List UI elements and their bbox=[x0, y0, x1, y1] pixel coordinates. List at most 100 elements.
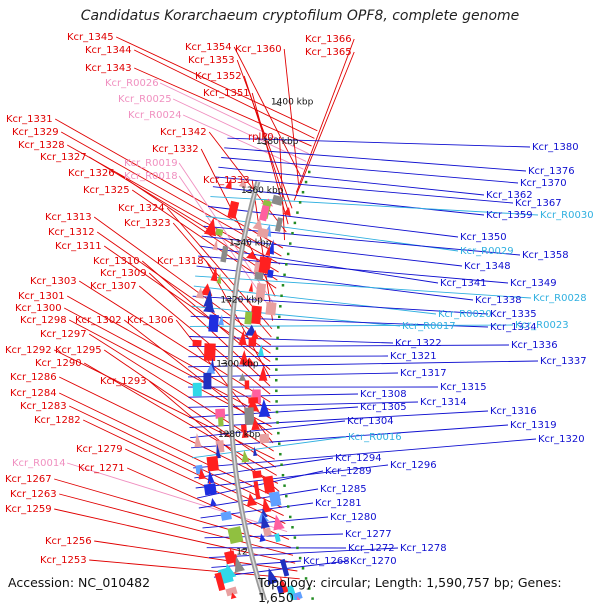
gene-label: Kcr_1343 bbox=[85, 63, 132, 74]
gene-block bbox=[208, 315, 219, 333]
tick-dot bbox=[287, 505, 290, 508]
gene-block bbox=[248, 337, 256, 346]
gene-label: Kcr_R0018 bbox=[124, 171, 178, 182]
gene-block bbox=[225, 587, 237, 597]
gene-label: Kcr_1309 bbox=[100, 268, 147, 279]
gene-block bbox=[193, 383, 202, 396]
gene-label: Kcr_1370 bbox=[520, 178, 567, 189]
gene-label: Kcr_R0014 bbox=[12, 458, 66, 469]
gene-label: Kcr_1327 bbox=[40, 152, 87, 163]
tick-dot bbox=[276, 411, 279, 414]
tick-dot bbox=[302, 567, 305, 570]
gene-arrow bbox=[252, 446, 257, 456]
gene-label: Kcr_1297 bbox=[40, 329, 87, 340]
gene-label: Kcr_1316 bbox=[490, 406, 537, 417]
gene-label: Kcr_1338 bbox=[475, 295, 522, 306]
gene-label: Kcr_1333 bbox=[203, 175, 250, 186]
gene-block bbox=[207, 456, 219, 472]
tick-dot bbox=[308, 171, 311, 174]
gene-block bbox=[244, 312, 252, 325]
leader-line bbox=[296, 39, 354, 193]
tick-dot bbox=[285, 495, 288, 498]
gene-block bbox=[267, 270, 274, 278]
gene-block bbox=[204, 483, 217, 495]
gene-label: Kcr_1285 bbox=[320, 484, 367, 495]
leader-line bbox=[221, 158, 518, 183]
leader-line bbox=[188, 356, 388, 357]
tick-dot bbox=[280, 463, 283, 466]
gene-label: Kcr_1360 bbox=[235, 44, 282, 55]
tick-dot bbox=[275, 368, 278, 371]
gene-label: Kcr_1253 bbox=[40, 555, 87, 566]
leader-line bbox=[188, 394, 358, 397]
gene-label: Kcr_1322 bbox=[395, 338, 442, 349]
gene-label: Kcr_1263 bbox=[10, 489, 57, 500]
gene-block bbox=[250, 306, 262, 325]
tick-dot bbox=[291, 526, 294, 529]
gene-label: Kcr_1314 bbox=[420, 397, 467, 408]
gene-label: Kcr_R0029 bbox=[460, 246, 514, 257]
gene-label: Kcr_1367 bbox=[515, 198, 562, 209]
gene-label: Kcr_R0016 bbox=[348, 432, 402, 443]
tick-dot bbox=[275, 358, 278, 361]
tick-label: 1400 kbp bbox=[271, 97, 314, 107]
tick-dot bbox=[276, 337, 279, 340]
leader-line bbox=[189, 336, 393, 343]
gene-label: Kcr_1256 bbox=[45, 536, 92, 547]
gene-label: Kcr_1324 bbox=[118, 203, 165, 214]
gene-label: Kcr_R0024 bbox=[128, 110, 182, 121]
gene-block bbox=[215, 409, 225, 419]
gene-label: Kcr_1337 bbox=[540, 356, 587, 367]
gene-label: Kcr_1298 bbox=[20, 315, 67, 326]
gene-label: rplP0 bbox=[248, 132, 274, 143]
tick-dot bbox=[294, 536, 297, 539]
gene-label: Kcr_1342 bbox=[160, 127, 207, 138]
tick-dot bbox=[305, 181, 308, 184]
gene-label: Kcr_1279 bbox=[76, 444, 123, 455]
tick-label: 1300 kbp bbox=[216, 359, 259, 369]
gene-label: Kcr_1317 bbox=[400, 368, 447, 379]
gene-arrow bbox=[259, 366, 268, 381]
tick-dot bbox=[276, 421, 279, 424]
gene-label: Kcr_1268 bbox=[303, 556, 350, 567]
gene-label: Kcr_1352 bbox=[195, 71, 242, 82]
gene-block bbox=[218, 417, 224, 426]
tick-dot bbox=[289, 516, 292, 519]
gene-label: Kcr_R0030 bbox=[540, 210, 594, 221]
tick-dot bbox=[296, 211, 299, 214]
leader-line bbox=[205, 534, 343, 538]
gene-block bbox=[259, 434, 269, 444]
gene-label: Kcr_1267 bbox=[5, 474, 52, 485]
gene-label: Kcr_1307 bbox=[90, 281, 137, 292]
gene-block bbox=[244, 407, 254, 425]
gene-block bbox=[245, 380, 250, 389]
tick-dot bbox=[279, 453, 282, 456]
tick-dot bbox=[299, 201, 302, 204]
gene-label: Kcr_1289 bbox=[325, 466, 372, 477]
gene-label: Kcr_1329 bbox=[12, 127, 59, 138]
gene-label: Kcr_1319 bbox=[510, 420, 557, 431]
gene-block bbox=[272, 195, 284, 206]
gene-label: Kcr_1315 bbox=[440, 382, 487, 393]
gene-label: Kcr_1301 bbox=[18, 291, 65, 302]
gene-label: Kcr_1351 bbox=[203, 88, 250, 99]
gene-label: Kcr_1313 bbox=[45, 212, 92, 223]
tick-dot bbox=[275, 400, 278, 403]
gene-label: Kcr_1282 bbox=[34, 415, 81, 426]
gene-label: Kcr_1286 bbox=[10, 372, 57, 383]
gene-block bbox=[204, 343, 216, 361]
gene-label: Kcr_1271 bbox=[78, 463, 125, 474]
gene-label: Kcr_1380 bbox=[532, 142, 579, 153]
gene-label: Kcr_1353 bbox=[188, 55, 235, 66]
gene-label: Kcr_1345 bbox=[67, 32, 114, 43]
gene-block bbox=[269, 491, 282, 507]
leader-line bbox=[94, 541, 297, 571]
gene-label: Kcr_1325 bbox=[83, 185, 130, 196]
gene-label: Kcr_R0019 bbox=[124, 158, 178, 169]
gene-label: Kcr_R0026 bbox=[105, 78, 159, 89]
gene-label: Kcr_1349 bbox=[510, 278, 557, 289]
gene-label: Kcr_R0020 bbox=[438, 309, 492, 320]
tick-dot bbox=[285, 263, 288, 266]
gene-block bbox=[252, 470, 262, 478]
